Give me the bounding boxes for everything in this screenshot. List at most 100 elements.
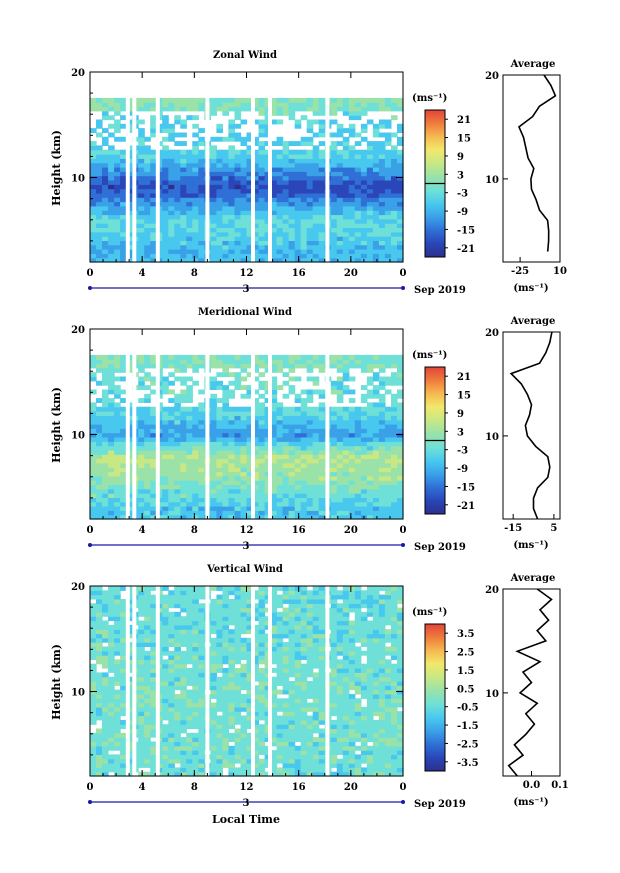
heatmap-cell xyxy=(360,449,368,455)
heatmap-cell xyxy=(102,655,109,660)
heatmap-cell xyxy=(216,728,223,734)
heatmap-cell xyxy=(162,586,169,591)
heatmap-cell xyxy=(300,424,308,429)
heatmap-cell xyxy=(144,458,151,464)
heatmap-cell xyxy=(102,719,109,725)
heatmap-cell xyxy=(258,231,266,237)
heatmap-cell xyxy=(397,102,404,108)
heatmap-cell xyxy=(186,171,193,177)
heatmap-cell xyxy=(96,676,103,682)
heatmap-cell xyxy=(222,590,229,596)
heatmap-cell xyxy=(222,175,229,181)
heatmap-cell xyxy=(366,424,374,429)
heatmap-cell xyxy=(246,240,254,246)
heatmap-cell xyxy=(96,231,103,237)
heatmap-cell xyxy=(102,192,109,198)
heatmap-cell xyxy=(96,506,103,511)
heatmap-cell xyxy=(312,188,320,194)
heatmap-cell xyxy=(198,359,205,365)
heatmap-cell xyxy=(318,514,326,520)
heatmap-cell xyxy=(354,167,362,172)
heatmap-cell xyxy=(282,231,290,237)
heatmap-cell xyxy=(192,205,199,211)
heatmap-cell xyxy=(144,223,151,228)
heatmap-cell xyxy=(264,158,272,164)
heatmap-cell xyxy=(318,240,326,246)
heatmap-cell xyxy=(102,514,109,520)
heatmap-cell xyxy=(264,642,272,647)
heatmap-cell xyxy=(216,398,223,403)
heatmap-cell xyxy=(234,471,242,477)
heatmap-cell xyxy=(216,218,223,224)
heatmap-cell xyxy=(174,663,181,669)
heatmap-cell xyxy=(90,415,97,421)
heatmap-cell xyxy=(384,419,392,425)
heatmap-cell xyxy=(222,467,229,473)
heatmap-cell xyxy=(180,223,187,228)
heatmap-cell xyxy=(192,484,199,490)
heatmap-cell xyxy=(138,132,145,138)
heatmap-cell xyxy=(186,603,193,609)
heatmap-cell xyxy=(366,253,374,259)
heatmap-cell xyxy=(222,385,229,390)
heatmap-cell xyxy=(300,257,308,263)
heatmap-cell xyxy=(174,257,181,263)
heatmap-cell xyxy=(276,616,284,622)
heatmap-cell xyxy=(397,484,404,490)
heatmap-cell xyxy=(306,102,314,108)
heatmap-cell xyxy=(234,432,242,438)
heatmap-cell xyxy=(216,154,223,159)
heatmap-cell xyxy=(258,218,266,224)
heatmap-cell xyxy=(282,437,290,442)
heatmap-cell xyxy=(258,359,266,365)
heatmap-cell xyxy=(276,471,284,477)
heatmap-cell xyxy=(252,754,260,760)
heatmap-cell xyxy=(240,149,248,155)
heatmap-cell xyxy=(306,240,314,246)
heatmap-cell xyxy=(397,471,404,477)
heatmap-cell xyxy=(366,415,374,421)
heatmap-cell xyxy=(168,389,175,395)
average-frame xyxy=(502,331,561,520)
heatmap-cell xyxy=(138,603,145,609)
heatmap-cell xyxy=(240,171,248,177)
heatmap-cell xyxy=(234,698,242,704)
heatmap-cell xyxy=(162,514,169,520)
heatmap-cell xyxy=(144,607,151,613)
heatmap-cell xyxy=(144,167,151,172)
heatmap-cell xyxy=(276,637,284,643)
heatmap-cell xyxy=(391,445,398,451)
heatmap-cell xyxy=(372,171,380,177)
heatmap-cell xyxy=(336,184,344,190)
heatmap-cell xyxy=(282,354,290,360)
heatmap-cell xyxy=(264,599,272,604)
heatmap-cell xyxy=(252,223,260,228)
heatmap-cell xyxy=(186,471,193,477)
heatmap-cell xyxy=(336,162,344,168)
heatmap-cell xyxy=(150,236,157,241)
heatmap-cell xyxy=(186,419,193,425)
heatmap-cell xyxy=(360,253,368,259)
heatmap-cell xyxy=(252,728,260,734)
heatmap-cell xyxy=(216,354,223,360)
heatmap-cell xyxy=(372,402,380,408)
heatmap-cell xyxy=(144,737,151,742)
heatmap-cell xyxy=(234,415,242,421)
heatmap-cell xyxy=(342,372,350,378)
heatmap-cell xyxy=(222,162,229,168)
heatmap-cell xyxy=(216,415,223,421)
heatmap-cell xyxy=(348,514,356,520)
heatmap-cell xyxy=(228,128,235,133)
heatmap-cell xyxy=(240,201,248,207)
heatmap-cell xyxy=(108,458,115,464)
heatmap-cell xyxy=(348,445,356,451)
heatmap-cell xyxy=(372,488,380,494)
heatmap-cell xyxy=(198,750,205,755)
heatmap-cell xyxy=(168,514,175,520)
heatmap-cell xyxy=(276,506,284,511)
heatmap-cell xyxy=(144,672,151,678)
heatmap-cell xyxy=(318,419,326,425)
heatmap-cell xyxy=(228,354,235,360)
heatmap-cell xyxy=(270,659,278,665)
heatmap-cell xyxy=(240,694,248,699)
